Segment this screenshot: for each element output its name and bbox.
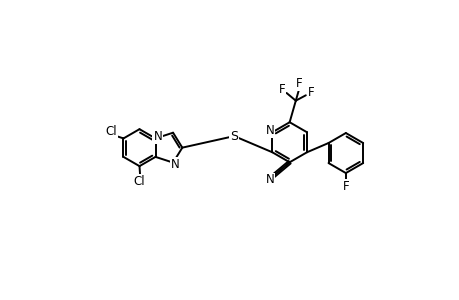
Text: N: N [171, 158, 179, 171]
Text: Cl: Cl [134, 175, 145, 188]
Text: N: N [153, 130, 162, 143]
Text: S: S [230, 130, 238, 142]
Text: F: F [296, 77, 302, 90]
Text: F: F [342, 180, 348, 194]
Text: N: N [265, 173, 274, 187]
Text: F: F [307, 86, 314, 100]
Text: N: N [265, 124, 274, 137]
Text: F: F [278, 83, 285, 96]
Text: Cl: Cl [106, 125, 117, 138]
